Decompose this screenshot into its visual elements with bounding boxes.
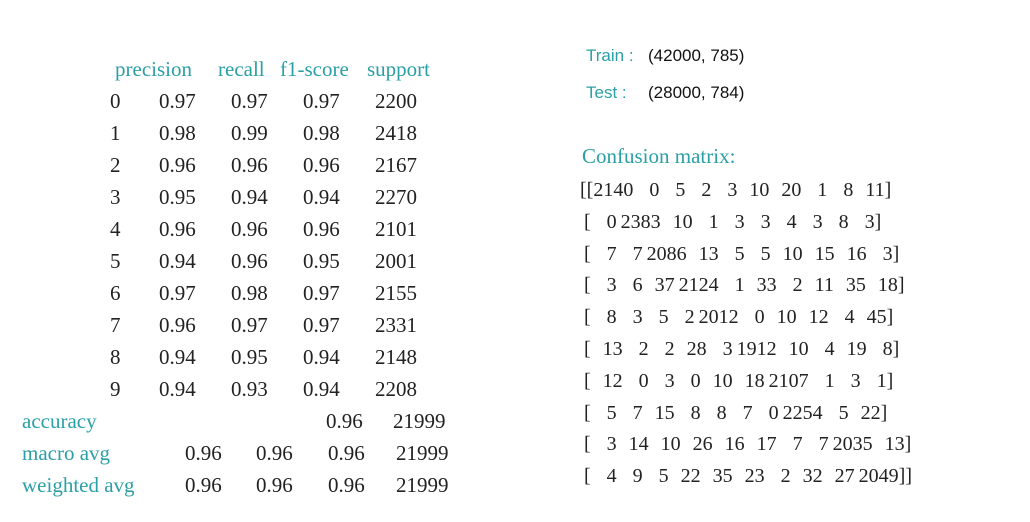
matrix-row: [ 3 6 37 2124 1 33 2 11 35 18] bbox=[580, 274, 905, 297]
accuracy-support: 21999 bbox=[393, 409, 446, 433]
recall-value: 0.98 bbox=[231, 281, 268, 305]
header-support: support bbox=[367, 57, 430, 81]
train-label: Train : bbox=[586, 46, 634, 65]
precision-value: 0.96 bbox=[159, 313, 196, 337]
f1-value: 0.95 bbox=[303, 249, 340, 273]
matrix-row: [ 7 7 2086 13 5 5 10 15 16 3] bbox=[580, 242, 900, 265]
header-f1-score: f1-score bbox=[280, 57, 349, 81]
f1-value: 0.96 bbox=[303, 217, 340, 241]
class-label: 1 bbox=[110, 121, 121, 145]
class-label: 9 bbox=[110, 377, 121, 401]
header-recall: recall bbox=[218, 57, 265, 81]
support-value: 2200 bbox=[375, 89, 417, 113]
f1-value: 0.97 bbox=[303, 281, 340, 305]
class-label: 2 bbox=[110, 153, 121, 177]
macro-avg-f1: 0.96 bbox=[328, 441, 365, 465]
confusion-matrix-title: Confusion matrix: bbox=[582, 144, 736, 168]
f1-value: 0.97 bbox=[303, 313, 340, 337]
weighted-avg-f1: 0.96 bbox=[328, 473, 365, 497]
weighted-avg-recall: 0.96 bbox=[256, 473, 293, 497]
support-value: 2148 bbox=[375, 345, 417, 369]
matrix-row: [ 8 3 5 2 2012 0 10 12 4 45] bbox=[580, 306, 894, 329]
header-precision: precision bbox=[115, 57, 192, 81]
f1-value: 0.94 bbox=[303, 345, 340, 369]
f1-value: 0.97 bbox=[303, 89, 340, 113]
f1-value: 0.96 bbox=[303, 153, 340, 177]
test-shape-value: (28000, 784) bbox=[648, 83, 745, 102]
precision-value: 0.97 bbox=[159, 281, 196, 305]
class-label: 7 bbox=[110, 313, 121, 337]
support-value: 2101 bbox=[375, 217, 417, 241]
support-value: 2270 bbox=[375, 185, 417, 209]
class-label: 8 bbox=[110, 345, 121, 369]
precision-value: 0.95 bbox=[159, 185, 196, 209]
class-label: 6 bbox=[110, 281, 121, 305]
precision-value: 0.97 bbox=[159, 89, 196, 113]
class-label: 0 bbox=[110, 89, 121, 113]
class-label: 5 bbox=[110, 249, 121, 273]
f1-value: 0.94 bbox=[303, 377, 340, 401]
recall-value: 0.97 bbox=[231, 313, 268, 337]
train-shape-value: (42000, 785) bbox=[648, 46, 745, 65]
matrix-row: [ 0 2383 10 1 3 3 4 3 8 3] bbox=[580, 210, 882, 233]
support-value: 2155 bbox=[375, 281, 417, 305]
matrix-row: [ 13 2 2 28 3 1912 10 4 19 8] bbox=[580, 338, 900, 360]
support-value: 2001 bbox=[375, 249, 417, 273]
class-label: 4 bbox=[110, 217, 121, 241]
macro-avg-label: macro avg bbox=[22, 441, 111, 465]
precision-value: 0.96 bbox=[159, 217, 196, 241]
accuracy-label: accuracy bbox=[22, 409, 97, 433]
macro-avg-support: 21999 bbox=[396, 441, 449, 465]
recall-value: 0.94 bbox=[231, 185, 268, 209]
class-label: 3 bbox=[110, 185, 121, 209]
weighted-avg-support: 21999 bbox=[396, 473, 449, 497]
precision-value: 0.94 bbox=[159, 345, 196, 369]
recall-value: 0.95 bbox=[231, 345, 268, 369]
matrix-row: [ 4 9 5 22 35 23 2 32 27 2049]] bbox=[580, 465, 912, 488]
support-value: 2208 bbox=[375, 377, 417, 401]
recall-value: 0.96 bbox=[231, 153, 268, 177]
support-value: 2167 bbox=[375, 153, 417, 177]
precision-value: 0.98 bbox=[159, 121, 196, 145]
f1-value: 0.94 bbox=[303, 185, 340, 209]
accuracy-f1: 0.96 bbox=[326, 409, 363, 433]
recall-value: 0.96 bbox=[231, 217, 268, 241]
recall-value: 0.97 bbox=[231, 89, 268, 113]
matrix-row: [ 5 7 15 8 8 7 0 2254 5 22] bbox=[580, 401, 888, 424]
precision-value: 0.96 bbox=[159, 153, 196, 177]
matrix-row: [[2140 0 5 2 3 10 20 1 8 11] bbox=[580, 179, 892, 201]
macro-avg-precision: 0.96 bbox=[185, 441, 222, 465]
matrix-row: [ 3 14 10 26 16 17 7 7 2035 13] bbox=[580, 433, 912, 456]
recall-value: 0.96 bbox=[231, 249, 268, 273]
recall-value: 0.93 bbox=[231, 377, 268, 401]
f1-value: 0.98 bbox=[303, 121, 340, 145]
precision-value: 0.94 bbox=[159, 377, 196, 401]
precision-value: 0.94 bbox=[159, 249, 196, 273]
support-value: 2331 bbox=[375, 313, 417, 337]
test-label: Test : bbox=[586, 83, 627, 102]
matrix-row: [ 12 0 3 0 10 18 2107 1 3 1] bbox=[580, 369, 894, 392]
support-value: 2418 bbox=[375, 121, 417, 145]
weighted-avg-precision: 0.96 bbox=[185, 473, 222, 497]
weighted-avg-label: weighted avg bbox=[22, 473, 135, 497]
macro-avg-recall: 0.96 bbox=[256, 441, 293, 465]
recall-value: 0.99 bbox=[231, 121, 268, 145]
